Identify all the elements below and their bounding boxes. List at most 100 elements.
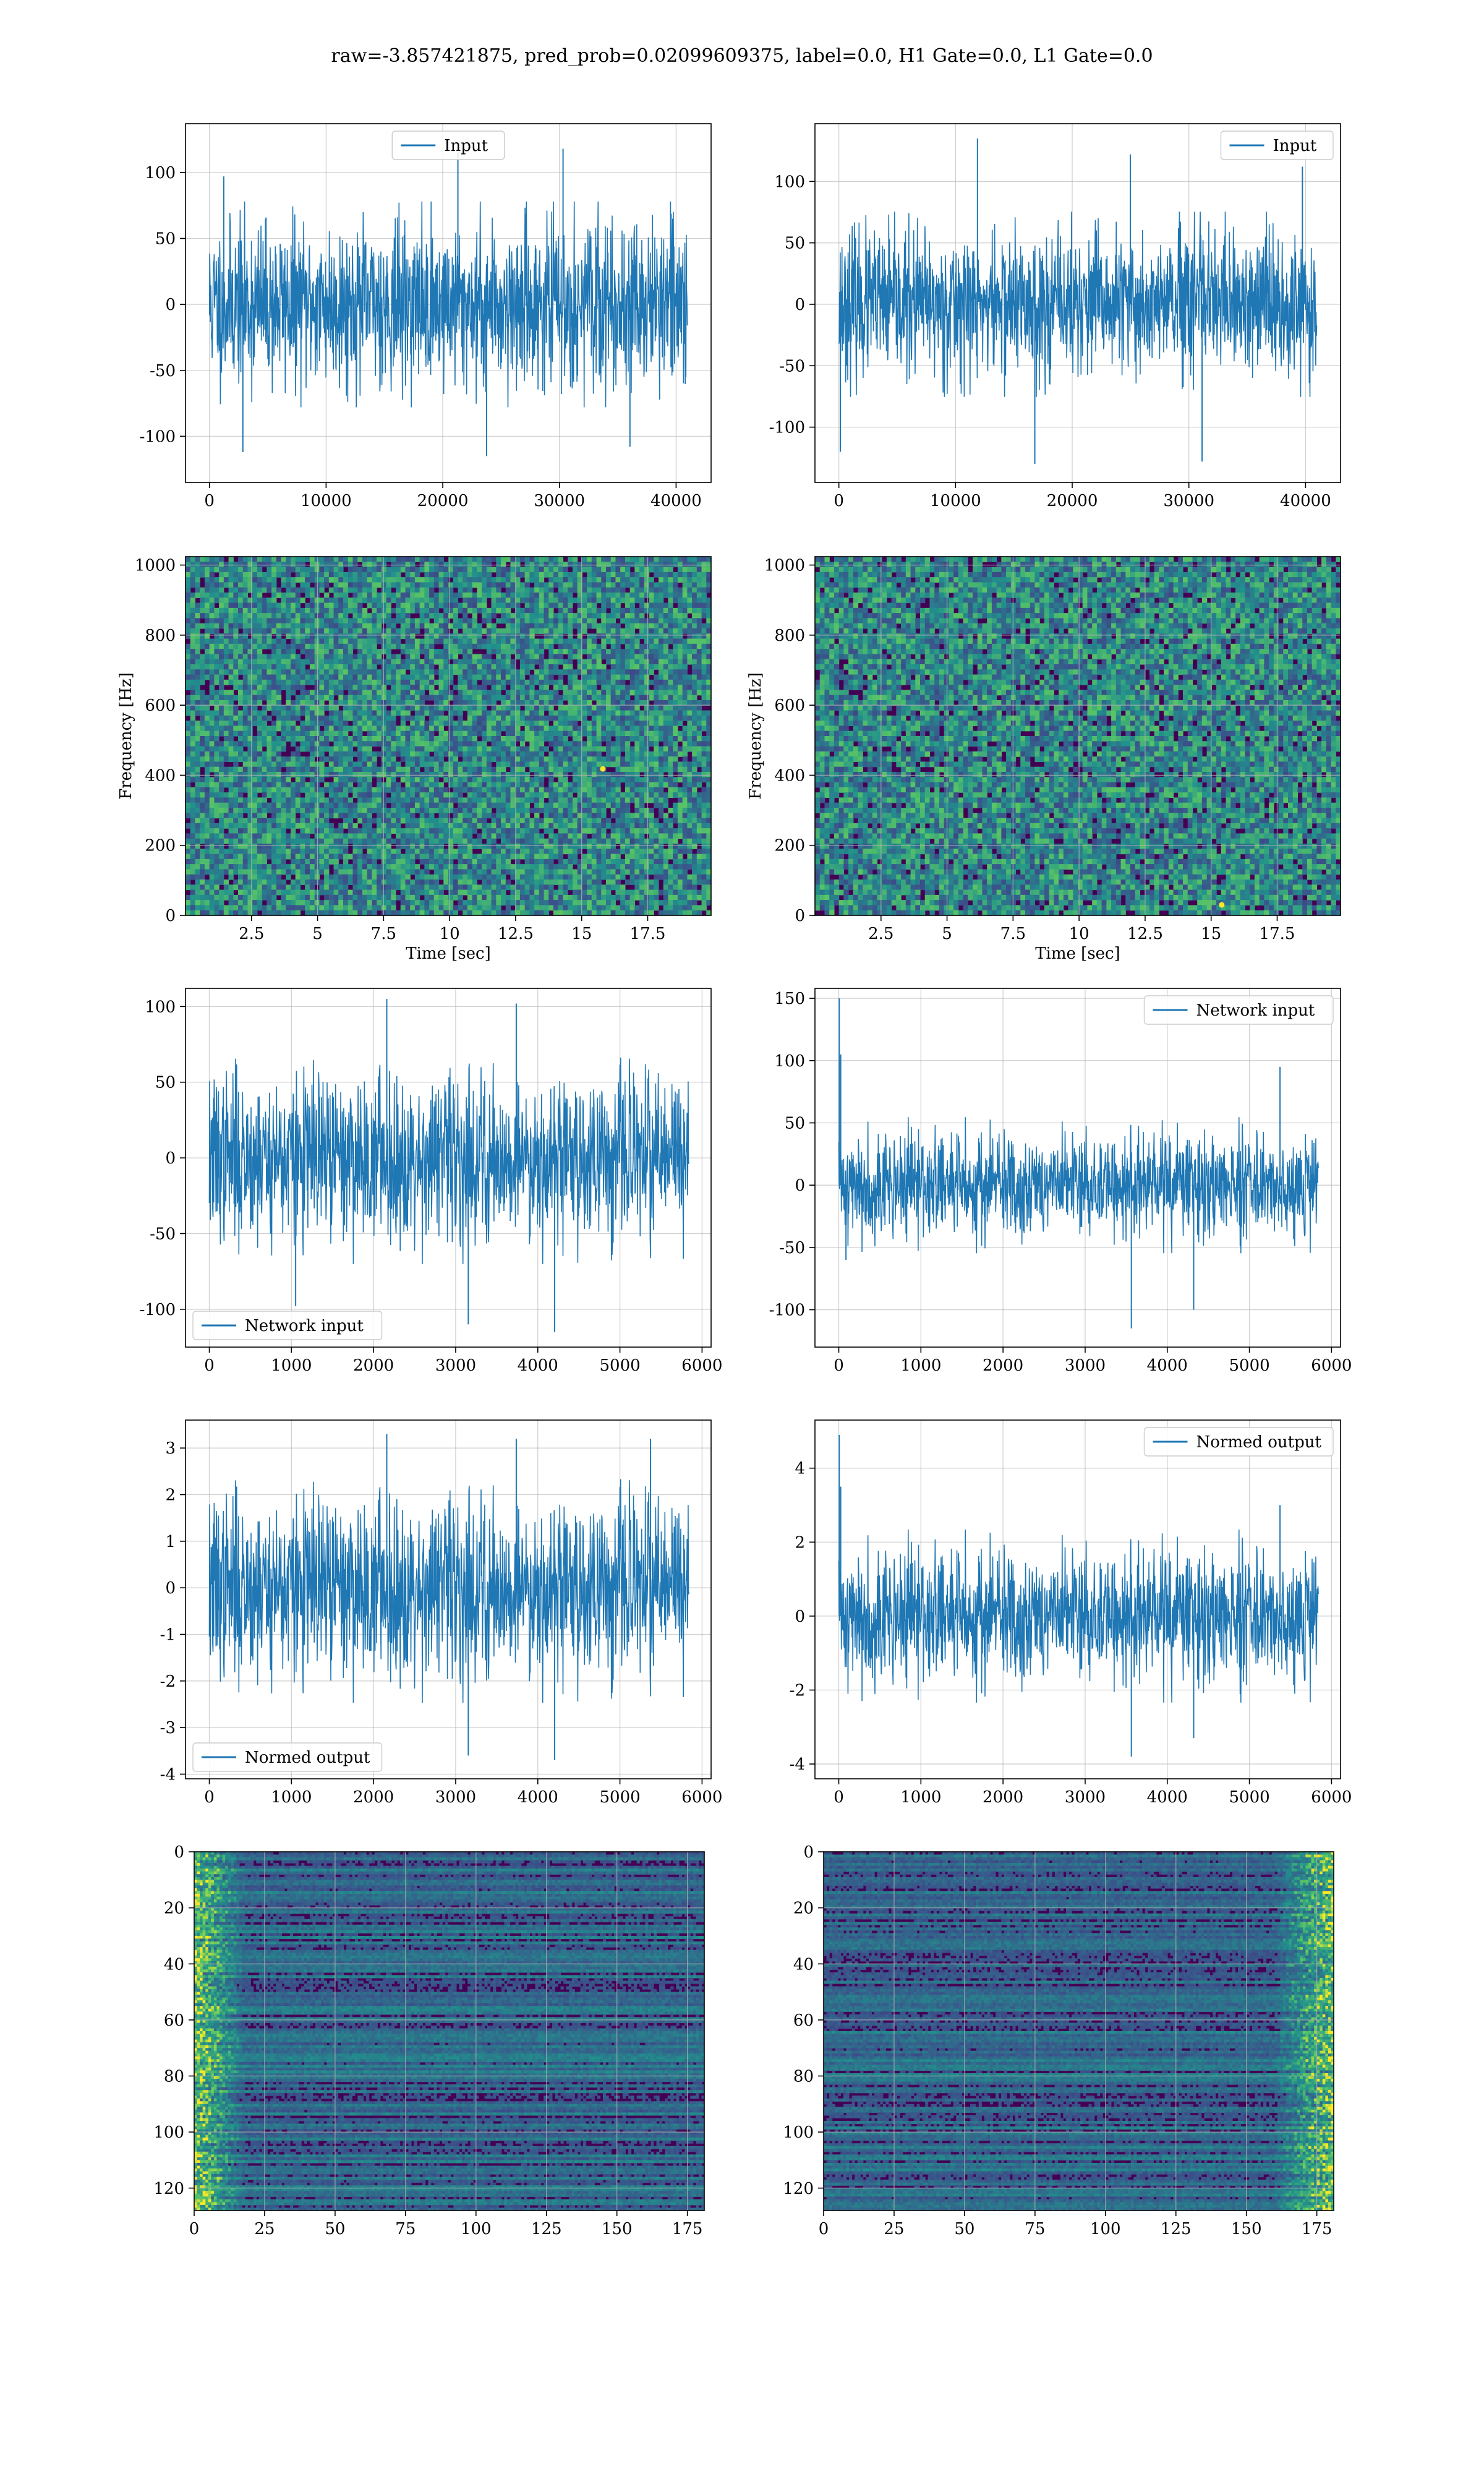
x-tick-label-5: 5000 xyxy=(1229,1788,1269,1807)
y-tick-label-3: -1 xyxy=(160,1625,176,1644)
x-tick-label-1: 10000 xyxy=(930,492,981,510)
x-tick-label-4: 12.5 xyxy=(498,925,534,943)
ticks-r2c1: 0 1000 2000 3000 4000 5000 6000 -100 -50 0 50 100 15… xyxy=(769,990,1352,1375)
y-tick-label-5: 1000 xyxy=(764,557,805,575)
x-tick-label-0: 0 xyxy=(834,1788,844,1807)
axes-frame-r2c0 xyxy=(185,988,712,1348)
x-tick-label-1: 25 xyxy=(884,2220,904,2238)
x-tick-label-4: 40000 xyxy=(650,492,702,510)
ticks-r3c0: 0 1000 2000 3000 4000 5000 6000 -4 -3 -2 -1 0 1 2 3 xyxy=(160,1439,723,1807)
y-tick-label-0: 0 xyxy=(803,1843,814,1862)
heatmap-cells-r1c1 xyxy=(815,557,1341,915)
x-tick-label-1: 25 xyxy=(254,2220,275,2238)
x-tick-label-3: 3000 xyxy=(435,1788,476,1807)
y-axis-label-r1c0: Frequency [Hz] xyxy=(117,672,135,800)
y-tick-label-2: 40 xyxy=(793,1955,814,1974)
ticks-r0c0: 0 10000 20000 30000 40000 -100 -50 0 50 100 xyxy=(140,164,702,510)
legend-label: Input xyxy=(1273,137,1317,155)
x-tick-label-3: 30000 xyxy=(534,492,585,510)
x-tick-label-6: 6000 xyxy=(1311,1356,1352,1375)
subplot-r3c0: 0 1000 2000 3000 4000 5000 6000 -4 -3 -2 -1 0 1 2 3 Nor… xyxy=(160,1419,723,1807)
x-tick-label-6: 6000 xyxy=(681,1356,722,1375)
y-tick-label-1: 20 xyxy=(793,1899,814,1918)
x-tick-label-2: 50 xyxy=(954,2220,974,2238)
y-tick-label-2: 40 xyxy=(164,1955,184,1974)
x-tick-label-6: 6000 xyxy=(1311,1788,1352,1807)
x-tick-label-0: 0 xyxy=(204,1788,215,1807)
x-tick-label-6: 6000 xyxy=(681,1788,722,1807)
plot-area-r2c1 xyxy=(815,988,1341,1347)
ticks-r4c1: 0 25 50 75 100 125 150 175 0 20 40 60 80 100 120 xyxy=(783,1843,1332,2238)
x-tick-label-2: 2000 xyxy=(983,1788,1023,1807)
y-tick-label-1: -50 xyxy=(150,1225,176,1243)
x-tick-label-1: 5 xyxy=(942,925,952,943)
y-tick-label-4: 4 xyxy=(795,1460,805,1478)
y-tick-label-0: -100 xyxy=(140,427,176,446)
y-axis-label-r1c1: Frequency [Hz] xyxy=(746,672,765,800)
x-tick-label-2: 2000 xyxy=(353,1356,394,1375)
x-tick-label-3: 10 xyxy=(1069,925,1090,943)
plot-area-r4c0 xyxy=(194,1852,704,2211)
series-line-r3c1 xyxy=(838,1529,1319,1703)
x-tick-label-1: 1000 xyxy=(900,1788,941,1807)
series-line-r0c0 xyxy=(208,201,688,408)
x-tick-label-4: 4000 xyxy=(1147,1356,1188,1375)
x-tick-label-1: 10000 xyxy=(301,492,352,510)
legend-label: Normed output xyxy=(245,1748,370,1767)
y-tick-label-2: -2 xyxy=(160,1672,176,1691)
y-tick-label-3: 50 xyxy=(155,1074,176,1092)
legend-box xyxy=(1143,995,1334,1025)
y-tick-label-3: 2 xyxy=(795,1533,805,1552)
grid-r4c1 xyxy=(824,1852,1334,2211)
grid-r4c0 xyxy=(194,1852,704,2211)
y-tick-label-4: 100 xyxy=(774,1052,805,1071)
legend-box xyxy=(192,1742,383,1772)
y-tick-label-0: -100 xyxy=(140,1301,176,1319)
axes-frame-r4c0 xyxy=(194,1851,705,2211)
plot-area-r0c1 xyxy=(815,124,1341,482)
axes-frame-r4c1 xyxy=(823,1851,1334,2211)
legend-r0c0: Input xyxy=(391,131,505,160)
y-tick-label-3: 60 xyxy=(164,2011,184,2030)
x-tick-label-1: 5 xyxy=(312,925,323,943)
series-line-r2c1 xyxy=(838,1117,1319,1254)
y-tick-label-4: 80 xyxy=(164,2068,184,2086)
legend-r2c0: Network input xyxy=(192,1311,383,1340)
x-tick-label-5: 125 xyxy=(1161,2220,1192,2238)
x-tick-label-4: 40000 xyxy=(1280,492,1331,510)
legend-label: Network input xyxy=(245,1317,364,1335)
y-tick-label-0: -100 xyxy=(769,1301,805,1320)
axes-frame-r0c0 xyxy=(185,123,712,483)
subplot-r4c1: 0 25 50 75 100 125 150 175 0 20 40 60 80 100 120 xyxy=(783,1843,1334,2238)
y-tick-label-0: 0 xyxy=(174,1843,184,1862)
legend-box xyxy=(391,131,505,160)
axes-frame-r3c0 xyxy=(185,1419,712,1779)
x-tick-label-0: 0 xyxy=(189,2220,200,2238)
legend-label: Normed output xyxy=(1196,1433,1322,1452)
grid-r1c0 xyxy=(186,557,711,915)
x-tick-label-3: 3000 xyxy=(1065,1356,1106,1375)
x-tick-label-6: 150 xyxy=(602,2220,633,2238)
subplot-r1c0: 2.5 5 7.5 10 12.5 15 17.5 0 200 400 600 800 1000 Time… xyxy=(117,556,712,963)
y-tick-label-6: 2 xyxy=(165,1486,176,1505)
y-tick-label-2: 400 xyxy=(145,766,176,785)
plot-area-r1c1 xyxy=(815,557,1341,915)
y-tick-label-3: 50 xyxy=(155,230,176,249)
y-tick-label-5: 1 xyxy=(165,1533,176,1551)
x-tick-label-0: 2.5 xyxy=(868,925,893,943)
y-tick-label-1: 200 xyxy=(145,837,176,855)
ticks-r3c1: 0 1000 2000 3000 4000 5000 6000 -4 -2 0 2 4 xyxy=(790,1460,1352,1807)
x-tick-label-4: 4000 xyxy=(1147,1788,1188,1807)
y-tick-label-5: 100 xyxy=(153,2123,184,2142)
legend-r0c1: Input xyxy=(1220,131,1334,160)
figure-suptitle: raw=-3.857421875, pred_prob=0.0209960937… xyxy=(331,45,1153,67)
x-tick-label-0: 2.5 xyxy=(239,925,264,943)
grid-r1c1 xyxy=(815,557,1341,915)
plot-area-r3c1 xyxy=(815,1420,1341,1779)
x-tick-label-3: 3000 xyxy=(1065,1788,1106,1807)
y-tick-label-7: 3 xyxy=(165,1439,176,1458)
y-tick-label-5: 150 xyxy=(774,990,805,1008)
series-spikes-r0c0 xyxy=(223,146,631,456)
x-tick-label-5: 5000 xyxy=(599,1788,640,1807)
